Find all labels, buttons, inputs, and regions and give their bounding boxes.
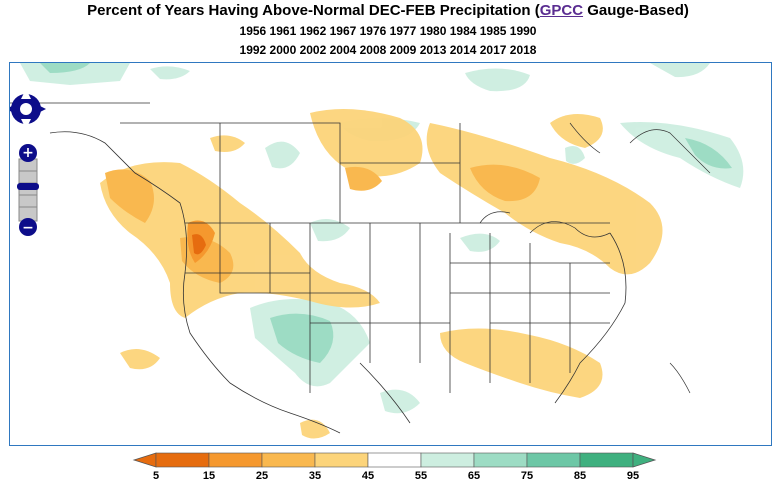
zoom-slider-handle xyxy=(17,183,39,190)
green-shading-strong xyxy=(40,63,732,363)
color-legend: 5 15 25 35 45 55 65 75 85 95 xyxy=(130,450,665,486)
coastline-detail xyxy=(479,122,711,394)
legend-swatch xyxy=(473,452,528,468)
legend-swatch xyxy=(208,452,263,468)
legend-label: 75 xyxy=(520,470,534,482)
pan-arrows-icon[interactable] xyxy=(10,81,50,161)
legend-swatch xyxy=(314,452,369,468)
zoom-bar[interactable]: + − xyxy=(17,143,47,243)
zoom-out-label: − xyxy=(22,220,34,236)
years-line-2: 1992 2000 2002 2004 2008 2009 2013 2014 … xyxy=(239,43,537,57)
legend-label: 65 xyxy=(467,470,481,482)
zoom-in-label: + xyxy=(22,145,34,161)
gpcc-link[interactable]: GPCC xyxy=(539,2,584,19)
legend-label: 95 xyxy=(626,470,640,482)
legend-swatch xyxy=(261,452,316,468)
years-line-1: 1956 1961 1962 1967 1976 1977 1980 1984 … xyxy=(239,24,537,38)
legend-label: 35 xyxy=(308,470,322,482)
orange-shading-darkest xyxy=(192,234,206,255)
legend-label: 45 xyxy=(361,470,375,482)
legend-label: 15 xyxy=(202,470,216,482)
legend-label: 85 xyxy=(573,470,587,482)
map-boundaries xyxy=(10,102,627,434)
title-prefix: Percent of Years Having Above-Normal DEC… xyxy=(87,2,540,19)
legend-arrow-left xyxy=(132,452,157,468)
legend-swatch xyxy=(155,452,210,468)
precipitation-map[interactable]: + − xyxy=(9,62,772,446)
legend-label: 55 xyxy=(414,470,428,482)
zoom-in-icon xyxy=(19,144,37,162)
legend-colorbar xyxy=(132,452,657,468)
legend-swatch xyxy=(367,452,422,468)
legend-label: 5 xyxy=(152,470,160,482)
legend-swatch xyxy=(579,452,634,468)
zoom-out-icon xyxy=(19,218,37,236)
legend-swatch xyxy=(420,452,475,468)
legend-swatch xyxy=(526,452,581,468)
map-canvas xyxy=(10,63,744,439)
title-suffix: Gauge-Based) xyxy=(583,2,689,19)
legend-arrow-right xyxy=(632,452,657,468)
map-title: Percent of Years Having Above-Normal DEC… xyxy=(0,2,776,20)
legend-label: 25 xyxy=(255,470,269,482)
